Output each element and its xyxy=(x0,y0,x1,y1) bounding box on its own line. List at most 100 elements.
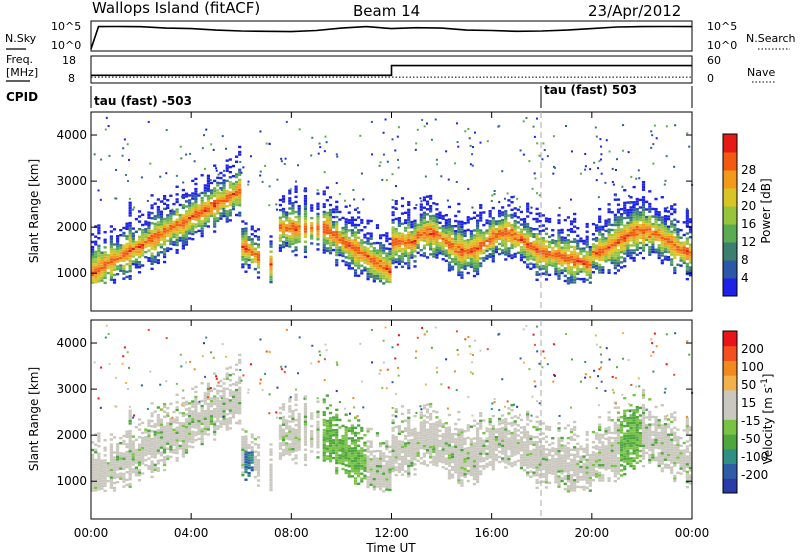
power-cell xyxy=(535,207,539,211)
power-cell xyxy=(128,249,132,253)
power-cell xyxy=(482,231,486,234)
velocity-cell xyxy=(244,448,248,451)
velocity-cell xyxy=(350,459,355,463)
velocity-cell xyxy=(363,454,367,457)
power-cell xyxy=(479,219,483,222)
power-cell xyxy=(169,194,173,197)
power-cell xyxy=(491,217,495,220)
power-cell xyxy=(438,252,442,255)
power-cell xyxy=(213,230,217,233)
power-cell xyxy=(663,222,668,226)
power-cell xyxy=(413,247,417,250)
velocity-cell xyxy=(419,411,423,414)
power-cell xyxy=(688,248,693,252)
power-cell xyxy=(109,273,113,276)
power-cell xyxy=(238,150,242,154)
velocity-cell xyxy=(419,446,423,450)
velocity-cell xyxy=(209,389,214,393)
power-cell xyxy=(382,269,386,272)
power-cell xyxy=(150,194,154,197)
velocity-cell xyxy=(141,421,145,425)
power-cell xyxy=(610,236,614,239)
power-cell xyxy=(159,213,164,216)
power-cell xyxy=(476,249,480,253)
velocity-cell xyxy=(250,441,254,444)
velocity-cell xyxy=(225,375,229,378)
power-cell xyxy=(463,229,467,233)
power-cell xyxy=(162,220,167,223)
power-cell xyxy=(375,224,380,227)
power-cell xyxy=(285,239,289,242)
velocity-cell xyxy=(369,483,373,486)
velocity-cell xyxy=(194,413,198,416)
power-cell xyxy=(663,220,668,223)
power-cell xyxy=(535,227,539,231)
power-cell xyxy=(200,234,204,238)
power-cell xyxy=(494,227,498,231)
velocity-cell xyxy=(281,431,286,434)
velocity-cell xyxy=(291,417,295,420)
velocity-cell xyxy=(357,467,361,470)
power-cell xyxy=(147,229,151,232)
power-cell xyxy=(191,197,195,200)
power-cell xyxy=(622,124,625,127)
velocity-cell xyxy=(191,445,195,449)
velocity-cell xyxy=(385,460,389,463)
power-cell xyxy=(632,256,636,260)
power-cell xyxy=(463,260,467,263)
velocity-cell xyxy=(291,447,295,451)
power-cell xyxy=(122,226,126,230)
power-ylabel: Slant Range [km] xyxy=(27,159,41,263)
velocity-cell xyxy=(391,459,395,463)
power-cell xyxy=(538,214,542,218)
velocity-cell xyxy=(184,446,189,449)
power-cell xyxy=(501,249,505,252)
power-cell xyxy=(137,210,142,213)
velocity-cell xyxy=(303,456,308,459)
velocity-cell xyxy=(413,445,417,448)
power-cell xyxy=(648,228,652,231)
power-cell xyxy=(206,217,211,221)
power-cell xyxy=(535,250,539,254)
power-cell xyxy=(479,141,482,144)
power-cell xyxy=(156,208,160,211)
power-cell xyxy=(294,241,298,244)
velocity-cell xyxy=(194,433,198,437)
power-cell xyxy=(391,249,395,252)
velocity-cell xyxy=(184,441,189,444)
power-cell xyxy=(231,205,236,208)
power-cell xyxy=(209,194,214,197)
velocity-cell xyxy=(137,461,142,464)
power-cell xyxy=(350,216,355,219)
power-cell xyxy=(181,204,185,207)
power-colorbar-swatch xyxy=(723,224,737,243)
velocity-cell xyxy=(169,438,173,441)
power-cell xyxy=(153,255,157,259)
velocity-cell xyxy=(281,428,286,431)
power-cell xyxy=(134,250,139,254)
power-cell xyxy=(645,218,649,221)
velocity-cell xyxy=(391,421,395,425)
power-cell xyxy=(128,259,132,263)
power-cell xyxy=(450,242,455,246)
velocity-cell xyxy=(125,463,129,466)
velocity-cell xyxy=(363,441,367,445)
velocity-cell xyxy=(400,445,405,449)
power-cell xyxy=(588,276,592,279)
velocity-cell xyxy=(206,405,211,408)
power-cell xyxy=(657,226,661,229)
power-cell xyxy=(350,221,355,224)
velocity-cell xyxy=(341,457,345,461)
velocity-cell xyxy=(216,409,220,413)
power-cell xyxy=(162,217,167,221)
velocity-cell xyxy=(147,429,151,432)
power-cell xyxy=(225,147,228,150)
power-cell xyxy=(504,243,508,246)
power-cell xyxy=(444,231,448,235)
velocity-cell xyxy=(109,461,113,464)
power-cell xyxy=(206,202,211,205)
power-cell xyxy=(241,243,245,246)
power-cell xyxy=(382,244,386,247)
velocity-cell xyxy=(200,407,204,410)
velocity-cell xyxy=(181,445,185,448)
